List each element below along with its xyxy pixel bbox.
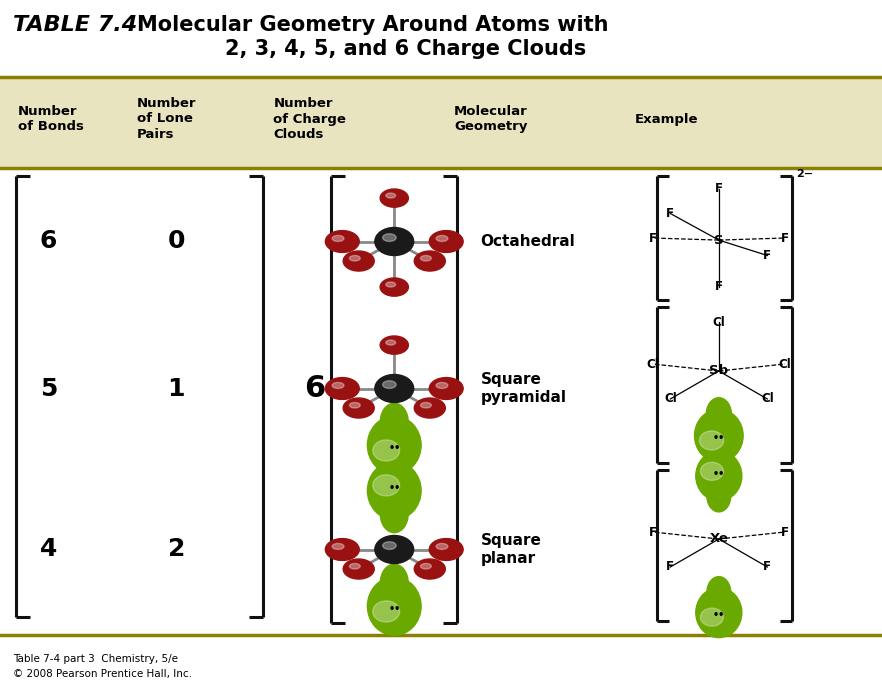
Text: Table 7-4 part 3  Chemistry, 5/e
© 2008 Pearson Prentice Hall, Inc.: Table 7-4 part 3 Chemistry, 5/e © 2008 P…: [13, 654, 192, 678]
Text: 2: 2: [168, 538, 185, 561]
Ellipse shape: [368, 577, 421, 636]
Text: 6: 6: [304, 374, 325, 403]
Text: Xe: Xe: [709, 533, 729, 545]
Ellipse shape: [325, 377, 359, 400]
Text: Cl: Cl: [713, 316, 725, 328]
Ellipse shape: [421, 402, 431, 408]
Text: Cl: Cl: [779, 358, 791, 370]
Ellipse shape: [694, 410, 744, 462]
Ellipse shape: [343, 559, 374, 579]
Text: F: F: [714, 183, 723, 195]
Text: F: F: [648, 526, 657, 538]
Text: Square
planar: Square planar: [481, 533, 542, 566]
Ellipse shape: [415, 251, 445, 271]
Text: Octahedral: Octahedral: [481, 234, 575, 249]
Text: ••: ••: [713, 468, 725, 479]
Text: Molecular
Geometry: Molecular Geometry: [454, 105, 528, 133]
Ellipse shape: [700, 608, 723, 626]
Ellipse shape: [333, 543, 344, 550]
Ellipse shape: [383, 542, 396, 550]
Ellipse shape: [696, 588, 742, 638]
Text: ••: ••: [713, 433, 725, 443]
Ellipse shape: [375, 374, 414, 402]
Text: ••: ••: [388, 443, 400, 453]
Text: F: F: [781, 232, 789, 244]
Text: 4: 4: [40, 538, 57, 561]
Ellipse shape: [380, 564, 408, 601]
Ellipse shape: [380, 189, 408, 207]
Text: TABLE 7.4: TABLE 7.4: [13, 15, 138, 36]
Ellipse shape: [415, 559, 445, 579]
Text: F: F: [648, 232, 657, 244]
Text: F: F: [666, 561, 675, 573]
Ellipse shape: [375, 228, 414, 256]
Ellipse shape: [421, 564, 431, 569]
Ellipse shape: [373, 601, 400, 622]
Ellipse shape: [706, 577, 730, 608]
Text: F: F: [763, 561, 772, 573]
Ellipse shape: [333, 382, 344, 389]
Ellipse shape: [383, 381, 396, 388]
Ellipse shape: [385, 193, 396, 198]
Text: 2, 3, 4, 5, and 6 Charge Clouds: 2, 3, 4, 5, and 6 Charge Clouds: [225, 39, 587, 60]
Ellipse shape: [368, 416, 421, 475]
Ellipse shape: [373, 475, 400, 496]
Ellipse shape: [436, 235, 448, 241]
Ellipse shape: [343, 251, 374, 271]
Ellipse shape: [706, 398, 731, 431]
Ellipse shape: [385, 340, 396, 345]
Text: Molecular Geometry Around Atoms with: Molecular Geometry Around Atoms with: [137, 15, 609, 36]
Ellipse shape: [696, 451, 742, 500]
Ellipse shape: [325, 538, 359, 561]
Ellipse shape: [368, 461, 421, 520]
Text: Example: Example: [635, 113, 699, 125]
FancyBboxPatch shape: [0, 77, 882, 168]
Text: F: F: [714, 281, 723, 293]
Text: Number
of Charge
Clouds: Number of Charge Clouds: [273, 97, 347, 141]
Text: 6: 6: [40, 230, 57, 253]
Ellipse shape: [349, 564, 360, 569]
Text: F: F: [763, 249, 772, 262]
Ellipse shape: [380, 403, 408, 440]
Text: Number
of Bonds: Number of Bonds: [18, 105, 84, 133]
Text: 1: 1: [168, 377, 185, 400]
Ellipse shape: [343, 398, 374, 418]
Ellipse shape: [430, 377, 463, 400]
Text: 5: 5: [40, 377, 57, 400]
Ellipse shape: [699, 431, 724, 450]
Text: ••: ••: [388, 604, 400, 614]
Ellipse shape: [333, 235, 344, 241]
Text: ••: ••: [713, 610, 725, 620]
Ellipse shape: [373, 440, 400, 461]
Ellipse shape: [436, 382, 448, 389]
Text: Cl: Cl: [761, 393, 774, 405]
Text: S: S: [714, 234, 723, 246]
Ellipse shape: [421, 256, 431, 261]
Text: Square
pyramidal: Square pyramidal: [481, 372, 567, 405]
Text: Sb: Sb: [709, 365, 729, 377]
Ellipse shape: [325, 230, 359, 253]
Ellipse shape: [430, 538, 463, 561]
Ellipse shape: [385, 282, 396, 287]
Text: Cl: Cl: [647, 358, 659, 370]
Ellipse shape: [380, 336, 408, 354]
Text: Number
of Lone
Pairs: Number of Lone Pairs: [137, 97, 196, 141]
Ellipse shape: [380, 278, 408, 296]
Ellipse shape: [706, 480, 730, 512]
Ellipse shape: [700, 462, 723, 480]
Ellipse shape: [430, 230, 463, 253]
Text: Cl: Cl: [664, 393, 676, 405]
Ellipse shape: [383, 234, 396, 241]
Ellipse shape: [375, 536, 414, 564]
Ellipse shape: [349, 256, 360, 261]
Ellipse shape: [436, 543, 448, 550]
Text: F: F: [781, 526, 789, 538]
Text: 2−: 2−: [796, 169, 813, 178]
Text: 0: 0: [168, 230, 185, 253]
Text: ••: ••: [388, 483, 400, 493]
Ellipse shape: [380, 496, 408, 533]
Text: F: F: [666, 207, 675, 220]
Ellipse shape: [415, 398, 445, 418]
Ellipse shape: [349, 402, 360, 408]
